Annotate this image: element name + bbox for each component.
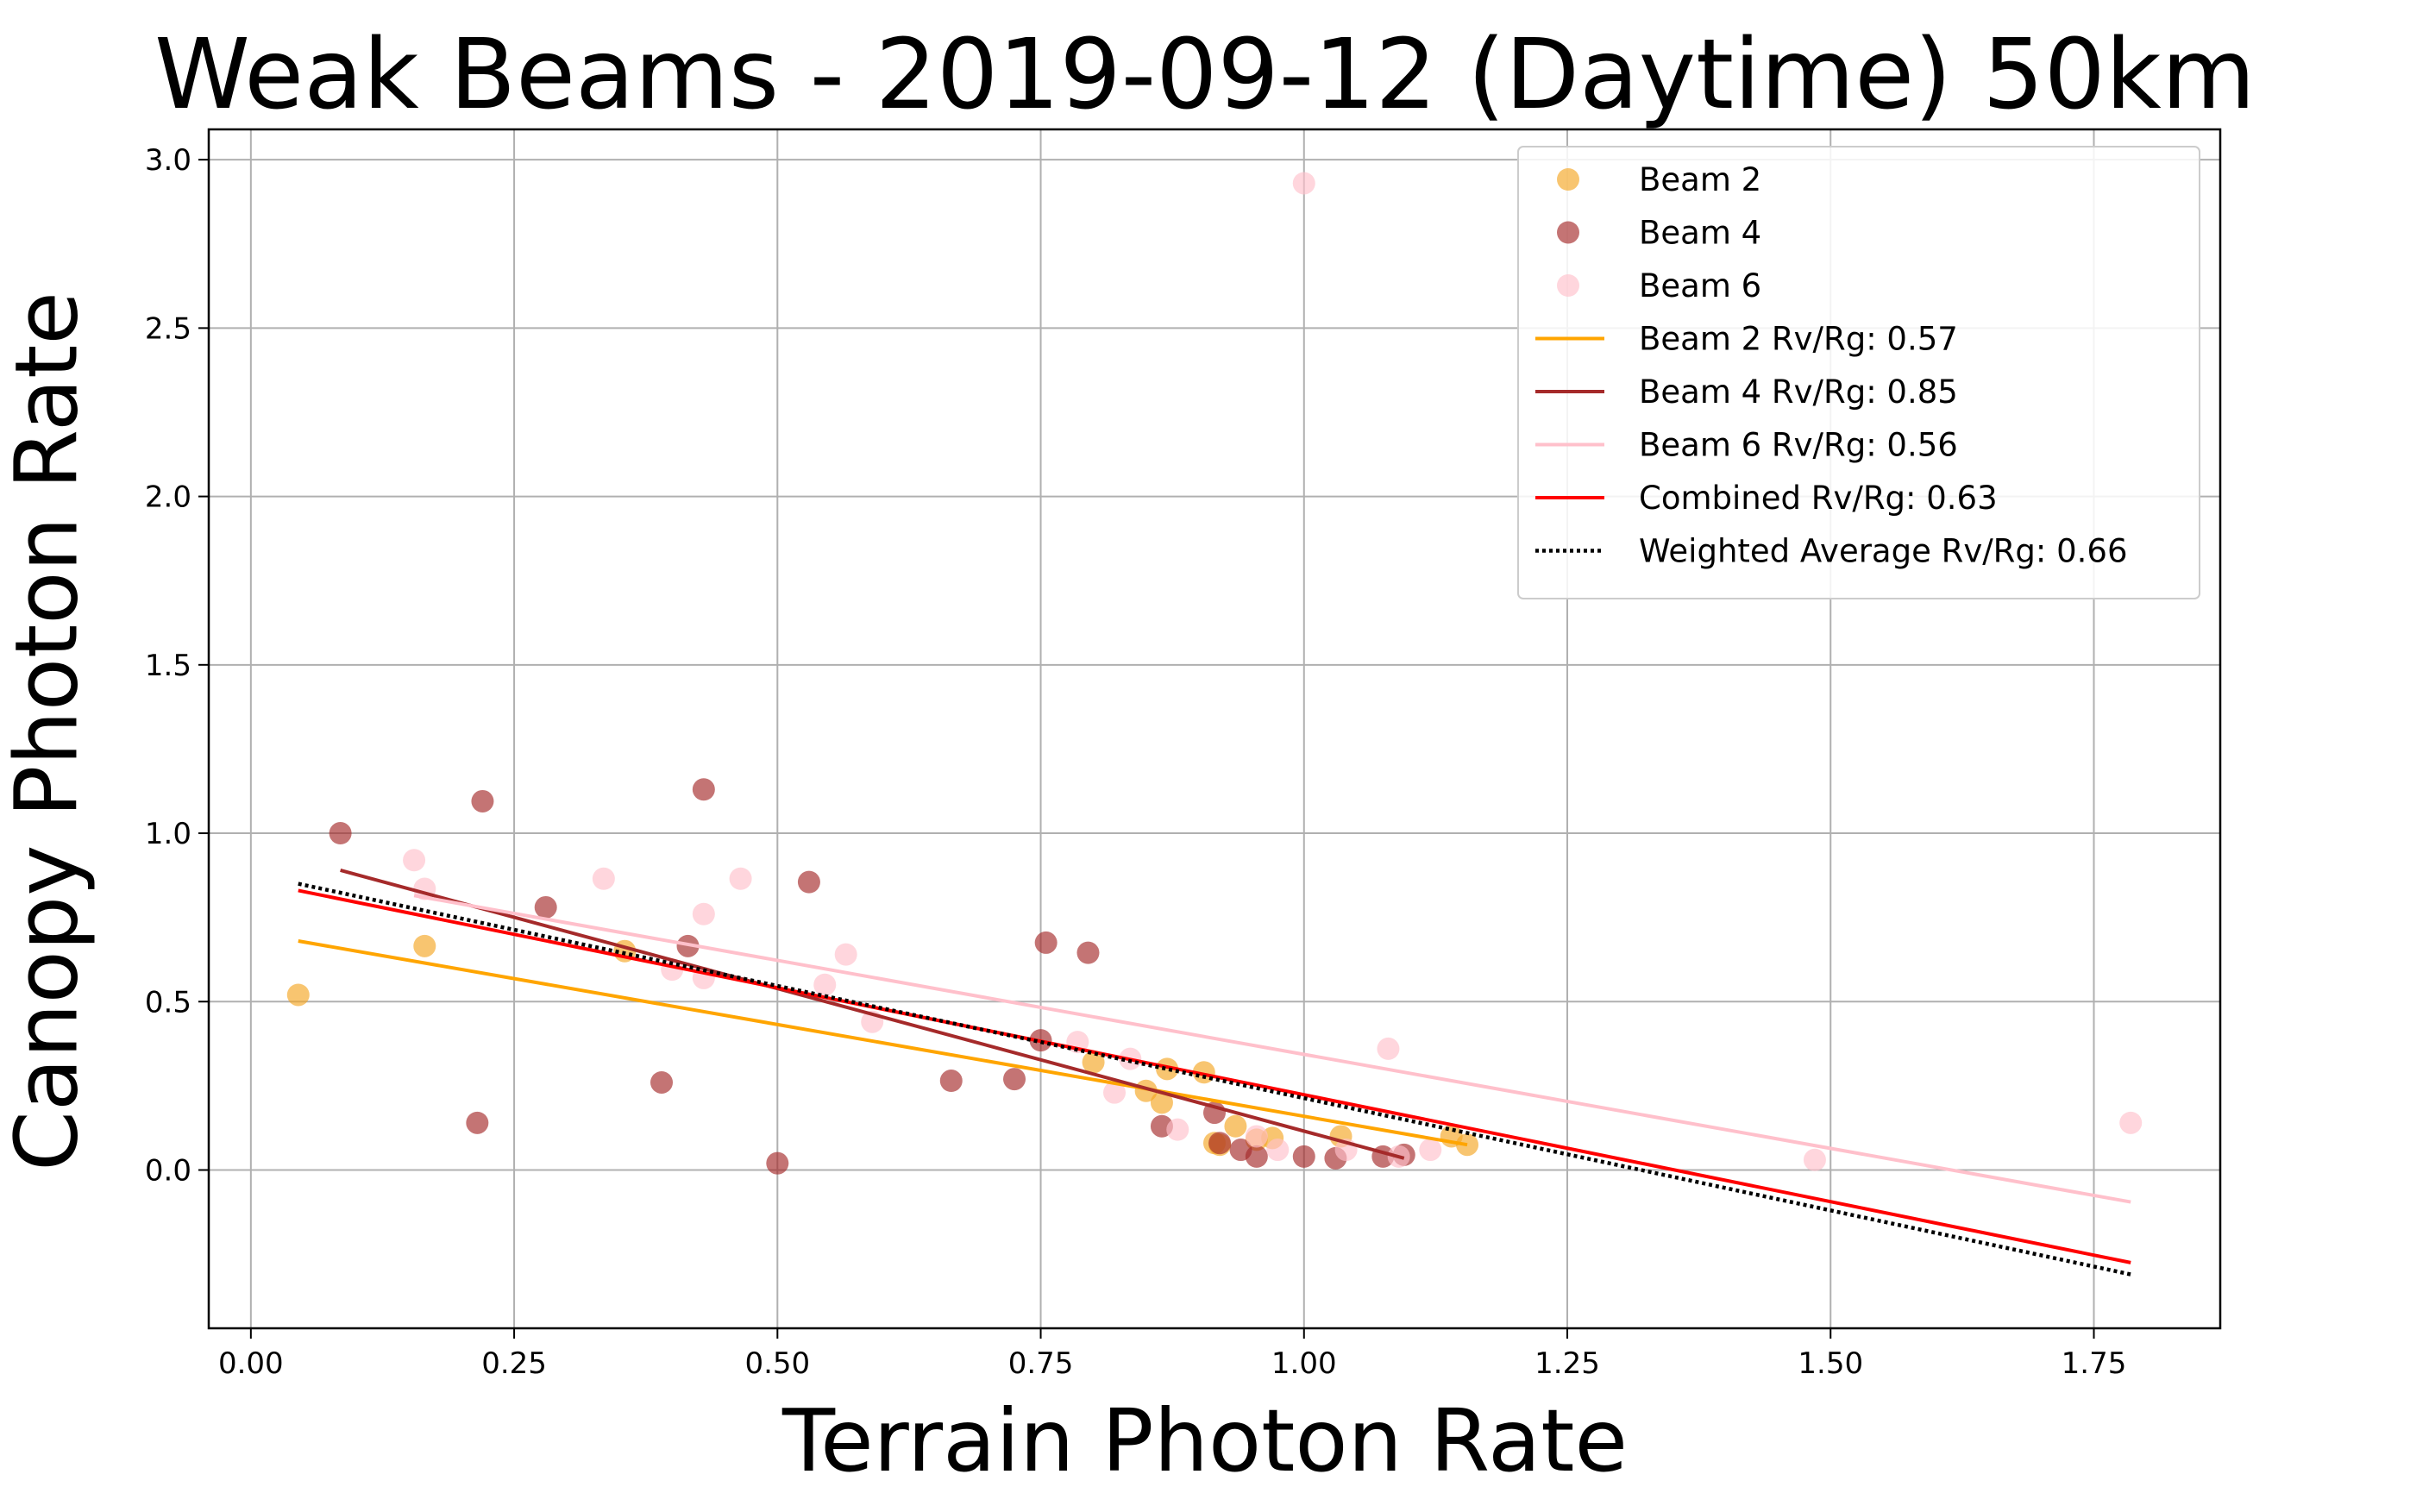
scatter-point [1156,1057,1179,1081]
scatter-point [1803,1148,1826,1171]
scatter-point [2119,1111,2143,1134]
scatter-point [329,822,352,845]
scatter-point [766,1151,789,1175]
scatter-point [1103,1081,1127,1104]
x-tick-label: 0.25 [481,1346,547,1381]
scatter-point [692,778,715,801]
scatter-point [692,902,715,925]
scatter-point [471,789,494,812]
legend-entry: Beam 6 [1639,267,1761,304]
legend-entry: Beam 4 Rv/Rg: 0.85 [1639,373,1958,411]
y-tick-label: 1.5 [145,649,191,683]
scatter-point [1224,1114,1247,1138]
legend-entry: Weighted Average Rv/Rg: 0.66 [1639,533,2128,570]
scatter-point [1082,1051,1105,1074]
fit-line [298,939,1468,1147]
y-tick-label: 1.0 [145,817,191,851]
legend-entry: Beam 6 Rv/Rg: 0.56 [1639,427,1958,464]
scatter-point [413,934,436,957]
scatter-point [939,1070,963,1093]
x-tick-label: 0.75 [1008,1346,1074,1381]
scatter-point [797,870,820,894]
scatter-point [834,943,857,966]
plot-frame [207,128,2222,1330]
chart-title: Weak Beams - 2019-09-12 (Daytime) 50km [154,19,2256,131]
legend-entry: Beam 2 Rv/Rg: 0.57 [1639,321,1958,358]
fit-line [298,888,2131,1264]
scatter-point [592,867,615,890]
y-tick-label: 2.0 [145,480,191,515]
scatter-point [729,867,752,890]
legend-entry: Beam 4 [1639,215,1761,252]
scatter-point [286,983,310,1007]
x-tick-label: 1.50 [1798,1346,1863,1381]
scatter-point [403,849,426,872]
y-tick-label: 0.0 [145,1153,191,1188]
x-tick-label: 1.25 [1534,1346,1600,1381]
scatter-point [1208,1132,1232,1155]
y-tick-label: 3.0 [145,143,191,178]
scatter-point [813,973,837,996]
legend-entry: Combined Rv/Rg: 0.63 [1639,480,1998,517]
scatter-point [534,895,557,919]
scatter-point [1292,1145,1315,1168]
scatter-point [1034,931,1058,954]
fit-line [340,869,1405,1160]
scatter-point [1245,1145,1268,1168]
legend-box [1517,146,2200,599]
scatter-point [650,1070,674,1094]
plot-data [286,172,2143,1277]
x-axis-label: Terrain Photon Rate [781,1390,1629,1491]
scatter-point [1419,1139,1442,1162]
scatter-series-1 [286,934,1479,1157]
fit-line [298,881,2131,1277]
y-tick-label: 2.5 [145,311,191,346]
legend-marker [1557,274,1579,297]
legend-marker [1557,221,1579,244]
legend-entry: Beam 2 [1639,161,1761,198]
scatter-point [1377,1037,1400,1060]
axis-ticks: 0.00 0.25 0.50 0.75 1.00 1.25 1.50 1.75 0.0 0.5 1.… [145,143,2126,1381]
legend-marker [1557,168,1579,191]
scatter-point [1245,1125,1268,1148]
scatter-point [1292,172,1315,195]
scatter-point [1166,1118,1189,1141]
legend: Beam 2 Beam 4 Beam 6 Beam 2 Rv/Rg: 0.57 Beam… [1517,146,2200,599]
x-tick-label: 0.00 [218,1346,284,1381]
fit-line [413,894,2131,1204]
x-tick-label: 1.75 [2062,1346,2127,1381]
scatter-point [466,1111,489,1134]
x-tick-label: 0.50 [744,1346,810,1381]
y-tick-label: 0.5 [145,985,191,1020]
scatter-point [1003,1068,1026,1091]
scatter-point [1076,941,1100,964]
scatter-point [1266,1139,1290,1162]
x-tick-label: 1.00 [1271,1346,1337,1381]
scatter-point [1150,1091,1173,1114]
